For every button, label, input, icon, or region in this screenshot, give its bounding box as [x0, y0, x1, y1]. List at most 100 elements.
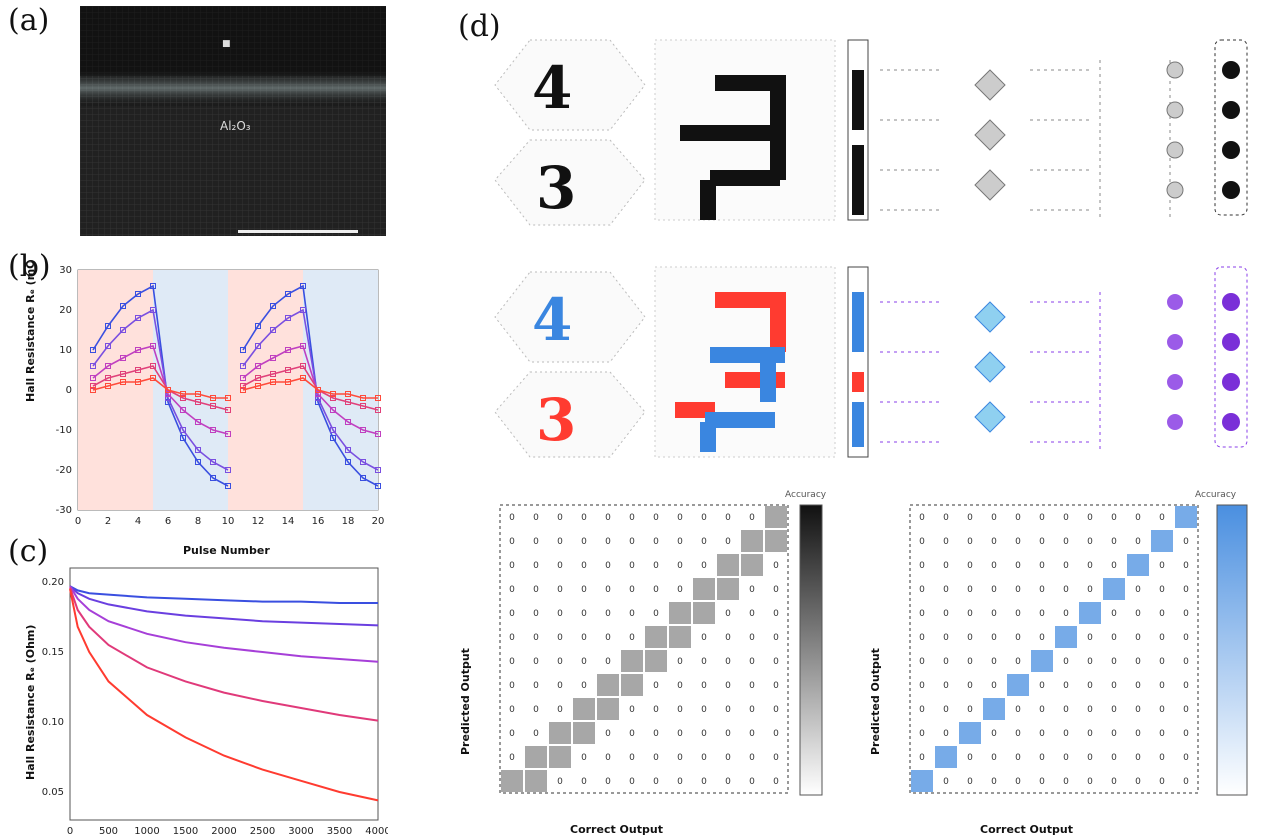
data-point	[315, 387, 321, 393]
cm-cell-value: 0	[991, 513, 997, 523]
data-point	[120, 379, 126, 385]
cm-cell-value: 0	[1111, 657, 1117, 667]
cm-cell-value: 0	[1111, 753, 1117, 763]
data-point	[210, 475, 216, 481]
cm-cell-value: 0	[967, 585, 973, 595]
cm-cell-value: 0	[725, 681, 731, 691]
cm-cell-value: 0	[725, 777, 731, 787]
cm-cell-value: 0	[1087, 753, 1093, 763]
cm-cell-value: 0	[1087, 633, 1093, 643]
cm-cell-value: 0	[991, 681, 997, 691]
cm-cell-value: 0	[581, 561, 587, 571]
cm-cell-highlight	[525, 746, 547, 768]
cm-cell-value: 0	[919, 561, 925, 571]
cm-cell-value: 0	[1159, 777, 1165, 787]
cm-cell-value: 0	[1111, 609, 1117, 619]
cm-cell-value: 0	[701, 561, 707, 571]
cm-cell-value: 0	[725, 705, 731, 715]
cm-cell-value: 0	[991, 777, 997, 787]
cm-cell-value: 0	[725, 609, 731, 619]
cm-cell-value: 0	[677, 681, 683, 691]
data-point	[225, 407, 231, 413]
x-tick-label: 1000	[134, 826, 159, 837]
cm-cell-value: 0	[1159, 585, 1165, 595]
cm-cell-value: 0	[749, 777, 755, 787]
panel-b-xlabel: Pulse Number	[183, 544, 270, 557]
cm-cell-value: 0	[533, 537, 539, 547]
data-point	[300, 363, 306, 369]
cm-cell-value: 0	[1039, 777, 1045, 787]
cm-cell-value: 0	[1015, 513, 1021, 523]
cm-cell-value: 0	[991, 537, 997, 547]
data-point	[375, 467, 381, 473]
x-tick-label: 8	[195, 516, 201, 527]
cm-cell-value: 0	[605, 609, 611, 619]
confusion-matrix-blue: Predicted Output 0 0 0 0 0 0 0 0 0 0 0 0 0 0 0 0 0 0 0 0 0 0 0…	[869, 490, 1248, 836]
data-point	[315, 395, 321, 401]
x-tick-label: 10	[222, 516, 235, 527]
cm-cell-value: 0	[943, 633, 949, 643]
series-line	[92, 365, 229, 411]
cm-cell-value: 0	[1159, 561, 1165, 571]
data-point	[300, 343, 306, 349]
cm-cell-value: 0	[991, 753, 997, 763]
cm-cell-value: 0	[1135, 777, 1141, 787]
cm-cell-value: 0	[701, 705, 707, 715]
data-point	[225, 431, 231, 437]
panel-a-micrograph: ■ Al₂O₃	[80, 6, 386, 236]
output-neurons-gray	[1214, 39, 1248, 216]
column-block	[852, 70, 864, 130]
cm-cell-value: 0	[1183, 561, 1189, 571]
cm-cell-value: 0	[629, 729, 635, 739]
cm-cell-value: 0	[919, 729, 925, 739]
cm-cell-value: 0	[1015, 561, 1021, 571]
data-point	[255, 383, 261, 389]
cm-cell-value: 0	[629, 561, 635, 571]
data-point	[150, 375, 156, 381]
cm-cell-value: 0	[1039, 681, 1045, 691]
cm-cell-value: 0	[773, 753, 779, 763]
data-point	[300, 307, 306, 313]
cm-cell-value: 0	[1015, 777, 1021, 787]
cm-cell-value: 0	[967, 753, 973, 763]
data-point	[270, 379, 276, 385]
cm-cell-value: 0	[509, 633, 515, 643]
data-point	[255, 343, 261, 349]
cm-cell-value: 0	[1063, 585, 1069, 595]
panel-a-label: (a)	[8, 3, 50, 38]
cm-cell-value: 0	[509, 753, 515, 763]
data-point	[225, 483, 231, 489]
cm-cell-value: 0	[1159, 705, 1165, 715]
cm-cell-value: 0	[1039, 513, 1045, 523]
cm-cell-value: 0	[1135, 537, 1141, 547]
cm-cell-value: 0	[509, 609, 515, 619]
cm-cell-value: 0	[557, 777, 563, 787]
data-point	[165, 395, 171, 401]
series-line	[242, 377, 378, 399]
series-line	[242, 308, 379, 471]
y-tick-label: 0.20	[42, 577, 64, 588]
cm-cell-value: 0	[653, 513, 659, 523]
cm-right-colorbar	[1216, 504, 1248, 796]
cm-cell-highlight	[935, 746, 957, 768]
cm-frame	[909, 504, 1199, 794]
cm-cell-value: 0	[653, 609, 659, 619]
cm-cell-highlight	[645, 626, 667, 648]
cm-cell-value: 0	[1087, 729, 1093, 739]
cm-cell-value: 0	[1015, 657, 1021, 667]
svg-text:■: ■	[222, 39, 231, 49]
cm-cell-value: 0	[701, 777, 707, 787]
cm-cell-value: 0	[919, 537, 925, 547]
cm-cell-value: 0	[677, 537, 683, 547]
data-point	[315, 391, 321, 397]
x-tick-label: 6	[165, 516, 171, 527]
cm-cell-value: 0	[773, 681, 779, 691]
cm-cell-value: 0	[509, 657, 515, 667]
series-line	[92, 308, 229, 471]
cm-cell-highlight	[1151, 530, 1173, 552]
cm-cell-highlight	[1079, 602, 1101, 624]
panel-c-ylabel: Hall Resistance Rₑ (Ohm)	[24, 625, 37, 780]
data-point	[240, 363, 246, 369]
cm-cell-value: 0	[1039, 705, 1045, 715]
micrograph-image: ■ Al₂O₃	[80, 6, 386, 236]
